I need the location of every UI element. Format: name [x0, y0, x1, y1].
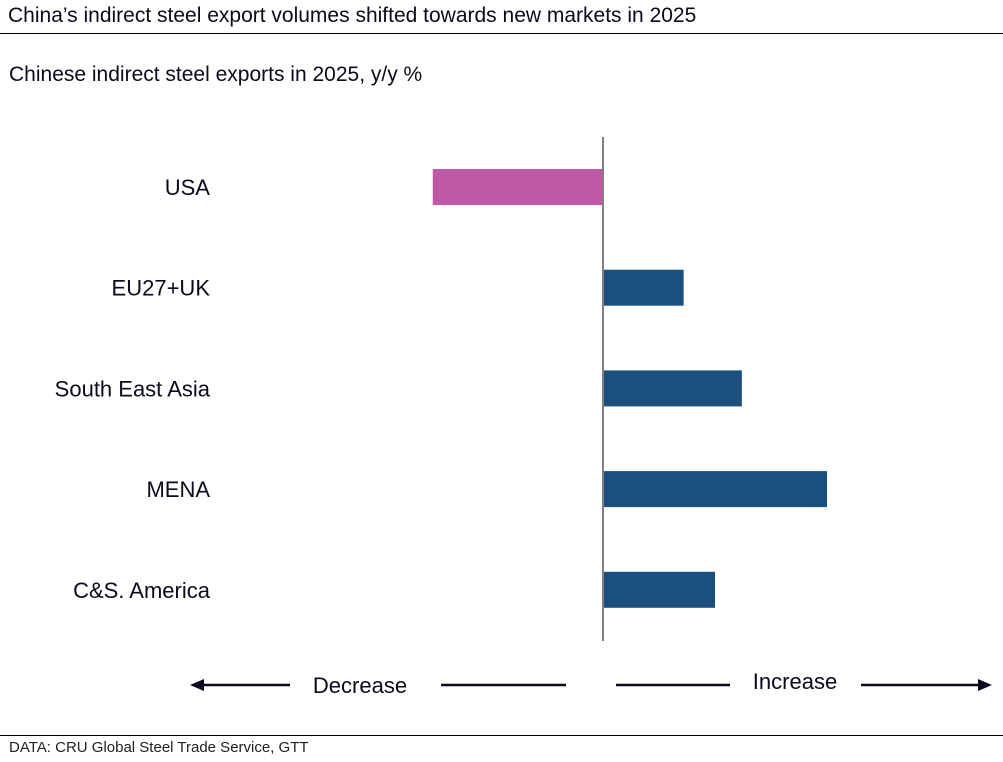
bar-usa — [432, 169, 603, 205]
category-label: C&S. America — [73, 578, 211, 603]
title-divider — [0, 33, 1003, 34]
increase-label: Increase — [753, 669, 837, 694]
chart-title: China’s indirect steel export volumes sh… — [8, 4, 697, 27]
bar-eu27-uk — [603, 269, 684, 306]
source-note: DATA: CRU Global Steel Trade Service, GT… — [9, 739, 309, 756]
category-label: USA — [165, 175, 211, 200]
bar-south-east-asia — [603, 370, 742, 407]
category-label: MENA — [146, 477, 210, 502]
decrease-arrow — [190, 679, 566, 691]
bar-c-s-america — [603, 571, 715, 608]
category-label: EU27+UK — [112, 276, 211, 301]
chart-subtitle: Chinese indirect steel exports in 2025, … — [9, 63, 423, 86]
bar-chart: USA EU27+UK South East Asia MENA C&S. Americ… — [55, 137, 992, 698]
increase-arrow — [616, 679, 992, 691]
bar-mena — [603, 471, 827, 508]
source-divider — [0, 735, 1003, 736]
category-label: South East Asia — [55, 376, 211, 401]
decrease-label: Decrease — [313, 673, 407, 698]
